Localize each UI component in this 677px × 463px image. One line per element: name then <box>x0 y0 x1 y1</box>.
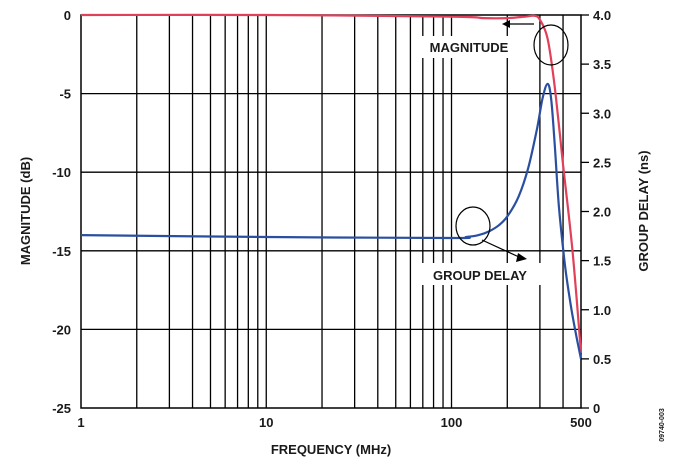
tick-labels: 1 10 100 5000-5-10-15-20-254.03.53.02.52.01… <box>52 8 611 430</box>
x-tick-label: 100 <box>441 415 463 430</box>
grid-lines <box>81 15 581 408</box>
x-tick-label: 500 <box>570 415 592 430</box>
y-left-tick-label: -10 <box>52 165 71 180</box>
y-right-tick-label: 0 <box>593 401 600 416</box>
x-tick-label: 10 <box>259 415 273 430</box>
x-axis-title: FREQUENCY (MHz) <box>271 442 391 457</box>
y-right-tick-label: 2.5 <box>593 155 611 170</box>
y-left-tick-label: -5 <box>59 87 71 102</box>
group-delay-annotation: GROUP DELAY <box>416 206 544 285</box>
magnitude-annotation-label: MAGNITUDE <box>430 40 509 55</box>
magnitude-annotation: MAGNITUDE <box>418 20 569 66</box>
y-right-tick-label: 3.5 <box>593 57 611 72</box>
x-tick-label: 1 <box>77 415 84 430</box>
y-left-tick-label: -25 <box>52 401 71 416</box>
y-right-tick-label: 1.5 <box>593 254 611 269</box>
y-left-tick-label: -20 <box>52 322 71 337</box>
figure-code: 09740-003 <box>659 408 666 442</box>
y-left-tick-label: 0 <box>64 8 71 23</box>
magnitude-series-line <box>80 13 583 354</box>
y-left-tick-label: -15 <box>52 244 71 259</box>
y-right-tick-label: 2.0 <box>593 205 611 220</box>
y-axis-right-title: GROUP DELAY (ns) <box>636 150 651 271</box>
y-right-tick-label: 0.5 <box>593 352 611 367</box>
y-right-tick-label: 3.0 <box>593 106 611 121</box>
plot-frame <box>80 14 582 409</box>
y-right-tick-label: 1.0 <box>593 303 611 318</box>
y-right-tick-label: 4.0 <box>593 8 611 23</box>
group-delay-annotation-label: GROUP DELAY <box>433 268 527 283</box>
y-axis-left-title: MAGNITUDE (dB) <box>18 157 33 265</box>
